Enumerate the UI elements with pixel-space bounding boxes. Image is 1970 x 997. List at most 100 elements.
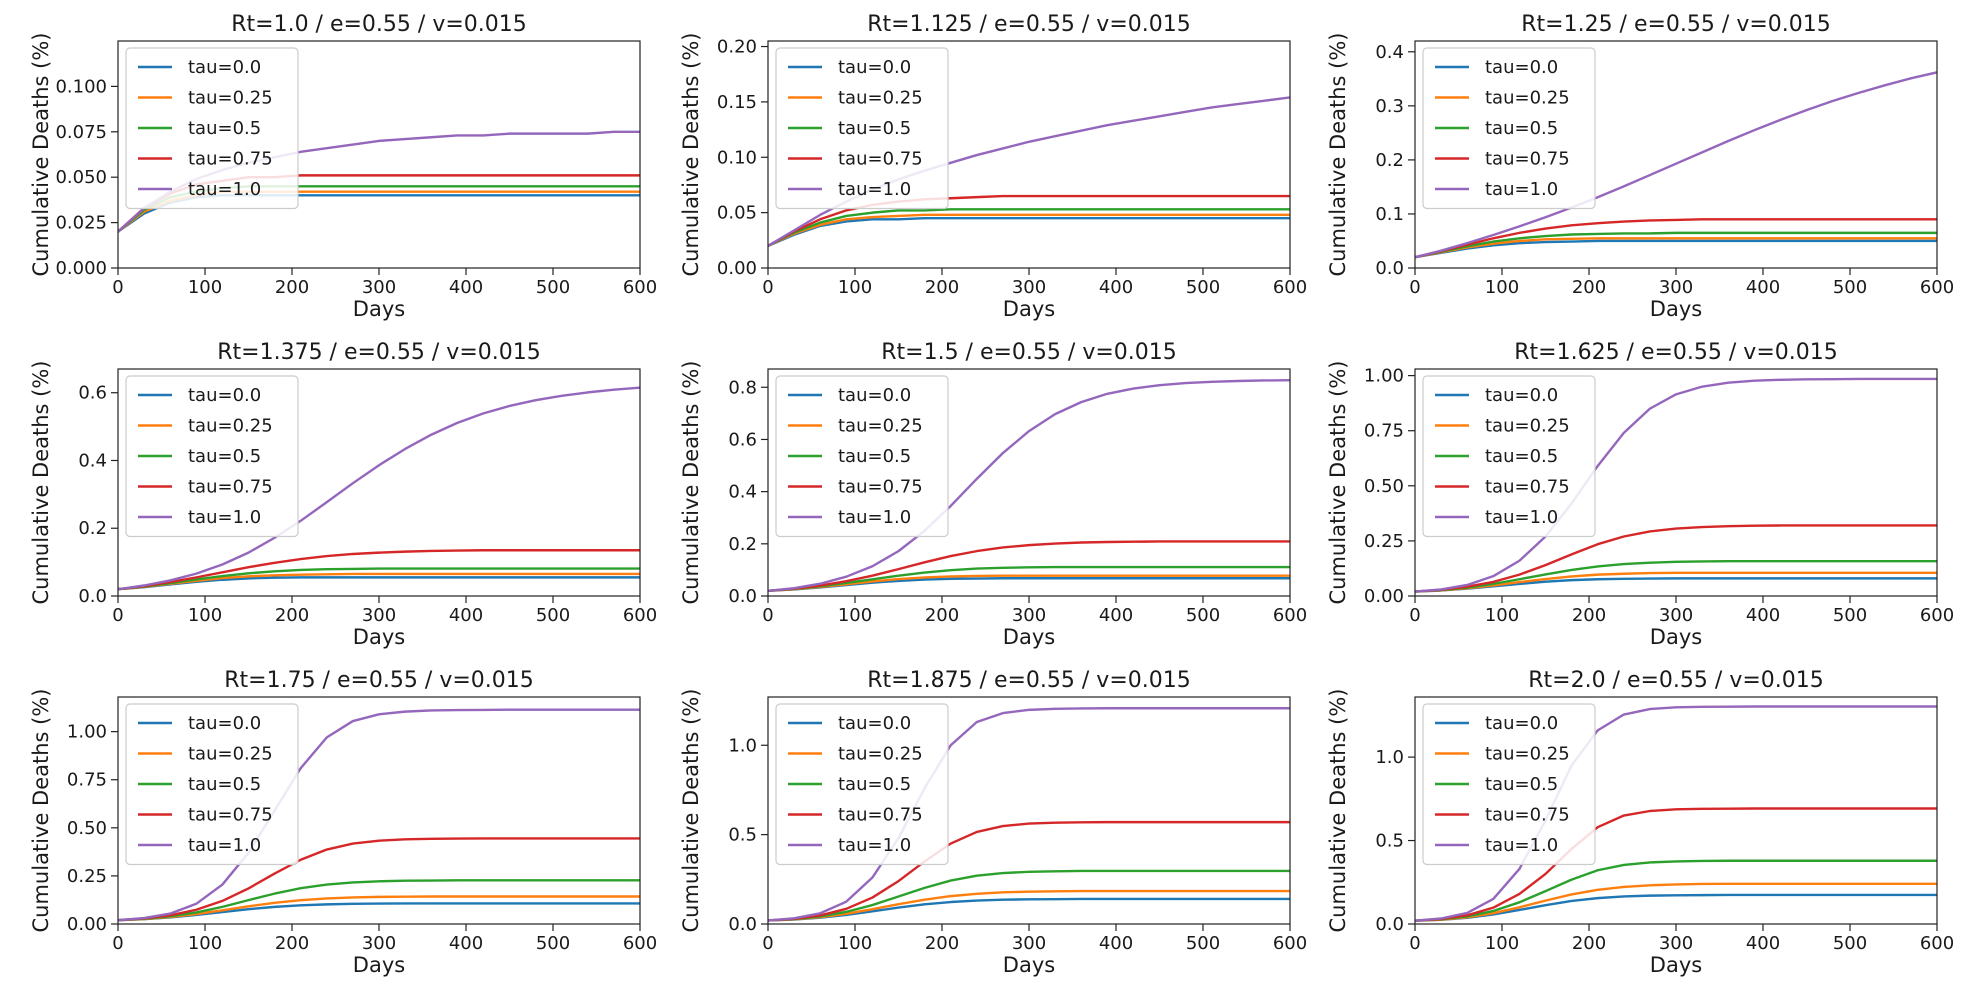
series-line-tau-0-5 <box>118 567 640 591</box>
x-tick-label: 400 <box>1746 605 1780 626</box>
y-tick-label: 0.050 <box>55 167 107 188</box>
y-tick-label: 1.00 <box>67 722 107 743</box>
y-tick-label: 0.0 <box>1375 258 1404 279</box>
y-tick-label: 0.8 <box>728 377 757 398</box>
legend: tau=0.0 tau=0.25 tau=0.5 tau=0.75 tau=1.0 <box>1422 703 1596 866</box>
y-tick-label: 0.25 <box>1364 531 1404 552</box>
y-tick-label: 0.0 <box>78 586 107 607</box>
x-tick-label: 0 <box>112 933 123 954</box>
y-tick-label: 0.4 <box>78 450 107 471</box>
series-line-tau-0-0 <box>1415 239 1937 259</box>
x-tick-label: 200 <box>1572 933 1606 954</box>
y-axis-label: Cumulative Deaths (%) <box>29 361 53 605</box>
series-line-tau-0-25 <box>1415 882 1937 922</box>
x-tick-label: 600 <box>623 933 657 954</box>
x-tick-label: 600 <box>1273 277 1307 298</box>
x-tick-label: 200 <box>925 605 959 626</box>
x-tick-label: 300 <box>1012 277 1046 298</box>
x-tick-label: 500 <box>1186 933 1220 954</box>
x-tick-label: 300 <box>1012 605 1046 626</box>
legend-label: tau=0.5 <box>838 446 911 467</box>
legend-label: tau=0.5 <box>1485 774 1558 795</box>
legend-label: tau=1.0 <box>1485 179 1558 200</box>
series-line-tau-0-0 <box>768 216 1290 248</box>
x-axis-label: Days <box>353 625 405 649</box>
series-line-tau-1-0 <box>1415 377 1937 593</box>
legend-label: tau=0.75 <box>188 477 273 498</box>
series-line-tau-0-5 <box>1415 559 1937 593</box>
legend-box <box>125 47 299 210</box>
x-tick-label: 200 <box>275 277 309 298</box>
x-tick-label: 200 <box>275 933 309 954</box>
y-axis-label: Cumulative Deaths (%) <box>1326 361 1350 605</box>
legend-label: tau=0.5 <box>838 774 911 795</box>
x-tick-label: 100 <box>188 933 222 954</box>
series-line-tau-0-5 <box>768 565 1290 592</box>
legend-box <box>1422 375 1596 538</box>
legend-box <box>125 703 299 866</box>
subplot-title: Rt=1.375 / e=0.55 / v=0.015 <box>217 340 541 365</box>
legend-label: tau=0.5 <box>188 446 261 467</box>
subplot-title: Rt=2.0 / e=0.55 / v=0.015 <box>1528 668 1824 693</box>
legend-label: tau=1.0 <box>1485 835 1558 856</box>
x-tick-label: 600 <box>623 605 657 626</box>
series-line-tau-1-0 <box>768 379 1290 592</box>
series-line-tau-0-25 <box>1415 237 1937 259</box>
legend-label: tau=0.0 <box>1485 385 1558 406</box>
y-axis-label: Cumulative Deaths (%) <box>1326 689 1350 933</box>
series-group <box>1415 71 1937 259</box>
x-axis-label: Days <box>1650 297 1702 321</box>
subplot-title: Rt=1.125 / e=0.55 / v=0.015 <box>867 12 1191 37</box>
x-tick-label: 300 <box>362 277 396 298</box>
y-tick-label: 0.2 <box>728 534 757 555</box>
x-axis-label: Days <box>1003 625 1055 649</box>
y-axis-label: Cumulative Deaths (%) <box>679 361 703 605</box>
x-tick-label: 200 <box>1572 605 1606 626</box>
x-tick-label: 400 <box>449 605 483 626</box>
legend-box <box>775 375 949 538</box>
series-line-tau-0-0 <box>118 902 640 922</box>
y-tick-label: 0.50 <box>1364 476 1404 497</box>
x-tick-label: 500 <box>1186 605 1220 626</box>
legend-label: tau=0.5 <box>1485 118 1558 139</box>
x-tick-label: 300 <box>1659 605 1693 626</box>
series-line-tau-0-25 <box>768 213 1290 248</box>
x-tick-label: 500 <box>536 933 570 954</box>
legend-label: tau=0.0 <box>1485 713 1558 734</box>
subplot-3: Rt=1.25 / e=0.55 / v=0.015 0 100 200 300 400 5… <box>1326 12 1954 321</box>
legend-label: tau=1.0 <box>838 179 911 200</box>
legend: tau=0.0 tau=0.25 tau=0.5 tau=0.75 tau=1.0 <box>125 703 299 866</box>
legend-box <box>1422 703 1596 866</box>
series-line-tau-0-75 <box>1415 524 1937 593</box>
legend-label: tau=0.0 <box>188 57 261 78</box>
x-axis-label: Days <box>353 953 405 977</box>
y-tick-label: 0.25 <box>67 866 107 887</box>
x-tick-label: 500 <box>1833 605 1867 626</box>
y-tick-label: 0.6 <box>728 429 757 450</box>
legend: tau=0.0 tau=0.25 tau=0.5 tau=0.75 tau=1.0 <box>1422 375 1596 538</box>
legend-box <box>125 375 299 538</box>
series-line-tau-0-75 <box>768 820 1290 922</box>
subplot-8: Rt=1.875 / e=0.55 / v=0.015 0 100 200 300 400… <box>679 668 1307 977</box>
legend-label: tau=0.75 <box>838 805 923 826</box>
subplot-title: Rt=1.25 / e=0.55 / v=0.015 <box>1521 12 1831 37</box>
legend-label: tau=0.0 <box>838 713 911 734</box>
x-tick-label: 200 <box>275 605 309 626</box>
x-tick-label: 600 <box>623 277 657 298</box>
y-tick-label: 0.00 <box>67 914 107 935</box>
subplot-title: Rt=1.0 / e=0.55 / v=0.015 <box>231 12 527 37</box>
series-line-tau-0-0 <box>1415 893 1937 922</box>
y-tick-label: 0.0 <box>728 586 757 607</box>
x-tick-label: 300 <box>1012 933 1046 954</box>
legend-box <box>775 47 949 210</box>
series-group <box>1415 705 1937 922</box>
x-tick-label: 500 <box>1833 933 1867 954</box>
y-tick-label: 0.15 <box>717 92 757 113</box>
legend: tau=0.0 tau=0.25 tau=0.5 tau=0.75 tau=1.0 <box>775 47 949 210</box>
x-tick-label: 0 <box>762 277 773 298</box>
series-line-tau-1-0 <box>768 707 1290 922</box>
y-tick-label: 0.05 <box>717 203 757 224</box>
y-tick-label: 0.50 <box>67 818 107 839</box>
y-tick-label: 0.00 <box>1364 586 1404 607</box>
legend-label: tau=0.75 <box>838 477 923 498</box>
